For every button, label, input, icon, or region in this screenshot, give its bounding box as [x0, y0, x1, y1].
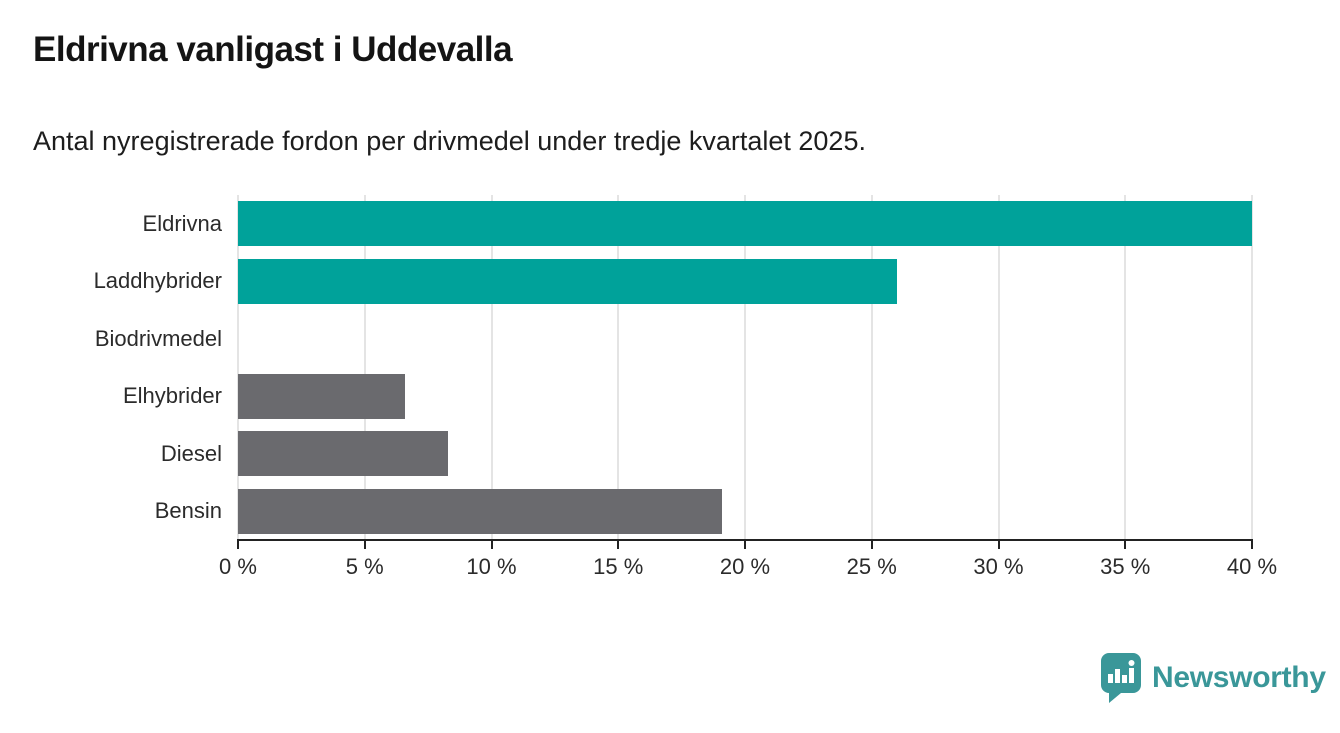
x-axis-tick-label: 10 % [466, 554, 517, 579]
newsworthy-logo: Newsworthy [1100, 652, 1326, 709]
bar-diesel [238, 431, 449, 477]
gridline [1251, 195, 1253, 540]
gridline [237, 195, 239, 540]
x-axis-tick [997, 541, 1000, 549]
x-axis-tick-label: 15 % [593, 554, 644, 579]
x-axis-line [237, 539, 1253, 541]
category-label: Eldrivna [142, 210, 222, 236]
x-axis-tick [1124, 541, 1127, 549]
chart-subtitle: Antal nyregistrerade fordon per drivmede… [33, 126, 866, 156]
gridline [1124, 195, 1127, 540]
bar-eldrivna [238, 201, 1252, 247]
x-axis-tick [490, 541, 493, 549]
category-label: Biodrivmedel [94, 325, 222, 351]
gridline [490, 195, 493, 540]
x-axis-tick-label: 0 % [219, 554, 257, 579]
category-label: Bensin [154, 498, 222, 524]
brand-name: Newsworthy [1152, 660, 1326, 694]
x-axis-tick-label: 35 % [1100, 554, 1151, 579]
bar-elhybrider [238, 373, 406, 419]
bar-bensin [238, 488, 723, 534]
x-axis-tick [237, 541, 239, 549]
x-axis-tick [363, 541, 366, 549]
x-axis-tick-label: 25 % [846, 554, 897, 579]
x-axis-tick [617, 541, 620, 549]
gridline [617, 195, 620, 540]
x-axis-tick-label: 5 % [345, 554, 384, 579]
x-axis-tick-label: 40 % [1226, 554, 1278, 579]
gridline [870, 195, 873, 540]
x-axis-tick [744, 541, 746, 549]
gridline [997, 195, 1000, 540]
x-axis-tick [870, 541, 873, 549]
newsworthy-pin-icon [1100, 652, 1142, 709]
x-axis-tick-label: 30 % [973, 554, 1024, 579]
x-axis-tick-label: 20 % [719, 554, 771, 579]
category-label: Laddhybrider [93, 268, 222, 294]
bar-laddhybrider [238, 258, 898, 304]
chart-title: Eldrivna vanligast i Uddevalla [33, 30, 513, 69]
category-label: Elhybrider [122, 383, 222, 409]
x-axis-tick [1251, 541, 1253, 549]
gridline [363, 195, 366, 540]
gridline [744, 195, 746, 540]
category-label: Diesel [160, 440, 222, 466]
